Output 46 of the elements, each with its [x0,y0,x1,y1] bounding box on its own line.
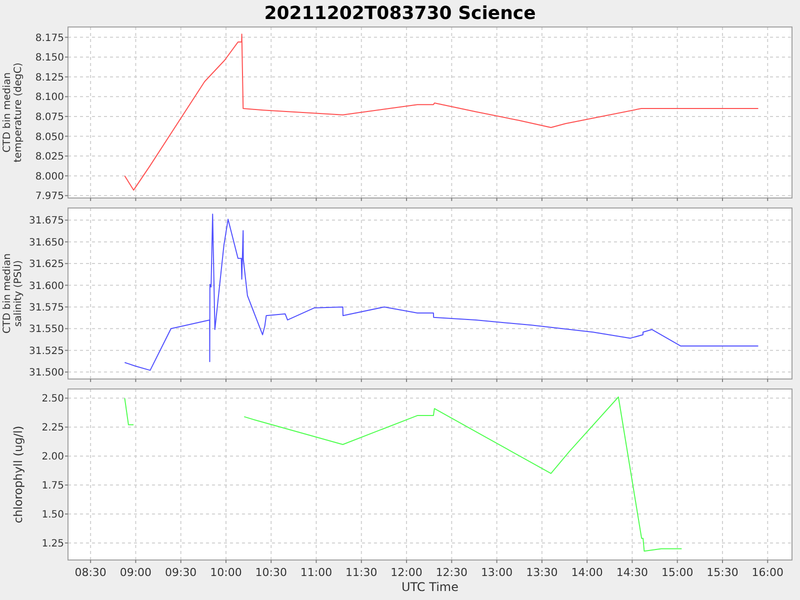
x-axis-title: UTC Time [402,580,458,594]
y-tick-label: 31.550 [29,324,64,336]
line-series [124,214,759,371]
x-tick-label: 08:30 [74,566,106,579]
line-series [124,34,759,191]
x-tick-label: 10:30 [255,566,287,579]
y-tick-label: 2.50 [42,394,64,405]
y-tick-label: 31.575 [29,302,64,314]
x-tick-label: 15:30 [706,566,738,579]
y-tick-label: 8.050 [35,132,64,143]
y-tick-label: 2.25 [42,422,64,434]
y-tick-label: 8.150 [35,52,64,64]
y-tick-label: 7.975 [35,191,64,202]
x-tick-label: 11:30 [346,566,378,579]
y-tick-label: 8.175 [35,32,64,44]
y-tick-label: 31.675 [29,216,64,227]
x-tick-label: 10:00 [210,566,242,579]
y-tick-label: 2.00 [42,452,64,463]
y-tick-label: 1.25 [42,538,64,550]
y-tick-label: 31.600 [29,280,64,292]
y-axis-title: CTD bin median salinity (PSU) [2,253,24,334]
x-tick-label: 09:30 [164,566,197,579]
y-tick-label: 1.50 [42,510,64,521]
y-tick-label: 8.100 [35,92,64,104]
x-tick-label: 14:00 [571,566,603,579]
x-tick-label: 09:00 [120,566,152,579]
y-tick-label: 1.75 [42,480,64,492]
x-tick-label: 13:00 [480,566,513,579]
x-tick-label: 14:30 [616,566,648,579]
x-tick-label: 15:00 [662,566,694,579]
y-tick-label: 8.025 [35,152,64,163]
x-tick-label: 16:00 [752,566,784,579]
y-tick-label: 8.075 [35,112,64,123]
chart-title: 20211202T083730 Science [264,3,536,24]
y-tick-label: 31.650 [29,237,64,248]
y-tick-label: 31.625 [29,259,64,270]
y-axis-title: CTD bin median temperature (degC) [2,62,24,162]
x-tick-label: 13:30 [526,566,558,579]
x-tick-label: 12:00 [390,566,422,579]
y-tick-label: 8.000 [35,171,64,182]
x-tick-label: 11:00 [300,566,332,579]
x-tick-label: 12:30 [436,566,468,579]
y-tick-label: 31.500 [29,368,64,379]
y-axis-title: chlorophyll (ug/l) [11,426,25,524]
y-tick-label: 8.125 [35,72,64,84]
y-tick-label: 31.525 [29,346,64,357]
